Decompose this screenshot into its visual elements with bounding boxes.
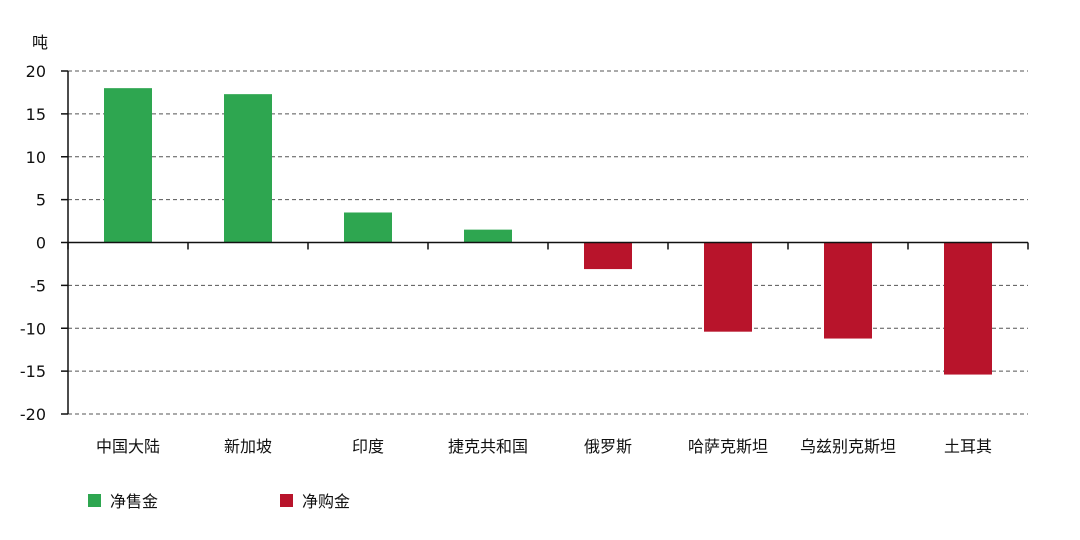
x-category-label: 哈萨克斯坦	[688, 437, 768, 456]
bar-印度	[344, 212, 392, 243]
y-tick-label: -5	[30, 276, 46, 295]
legend-item: 净售金	[88, 492, 158, 511]
x-category-label: 中国大陆	[96, 437, 160, 456]
bar-新加坡	[224, 94, 272, 243]
bar-乌兹别克斯坦	[824, 242, 872, 339]
x-category-label: 俄罗斯	[584, 437, 632, 456]
axes	[61, 70, 1029, 415]
bars	[104, 88, 992, 375]
x-category-label: 印度	[352, 437, 384, 456]
bar-中国大陆	[104, 88, 152, 243]
y-tick-label: 15	[26, 105, 46, 124]
y-axis-unit-label: 吨	[32, 33, 48, 52]
legend-swatch	[88, 494, 101, 507]
bar-土耳其	[944, 242, 992, 375]
y-tick-label: 5	[36, 191, 46, 210]
y-tick-label: -15	[20, 362, 46, 381]
y-tick-label: 20	[26, 62, 46, 81]
y-tick-label: 10	[26, 148, 46, 167]
legend-label: 净购金	[302, 492, 350, 511]
x-category-label: 乌兹别克斯坦	[800, 437, 896, 456]
legend: 净售金 净购金	[88, 492, 350, 511]
legend-swatch	[280, 494, 293, 507]
legend-item: 净购金	[280, 492, 350, 511]
bar-俄罗斯	[584, 242, 632, 270]
y-tick-label: 0	[36, 234, 46, 253]
x-category-label: 新加坡	[224, 437, 272, 456]
bar-捷克共和国	[464, 229, 512, 243]
y-tick-label: -10	[20, 319, 46, 338]
y-tick-label: -20	[20, 405, 46, 424]
legend-label: 净售金	[110, 492, 158, 511]
x-category-label: 捷克共和国	[448, 437, 528, 456]
x-category-labels: 中国大陆 新加坡 印度 捷克共和国 俄罗斯 哈萨克斯坦 乌兹别克斯坦 土耳其	[96, 437, 992, 456]
bar-哈萨克斯坦	[704, 242, 752, 332]
y-tick-labels: 20 15 10 5 0 -5 -10 -15 -20	[20, 62, 46, 424]
x-category-label: 土耳其	[944, 437, 992, 456]
